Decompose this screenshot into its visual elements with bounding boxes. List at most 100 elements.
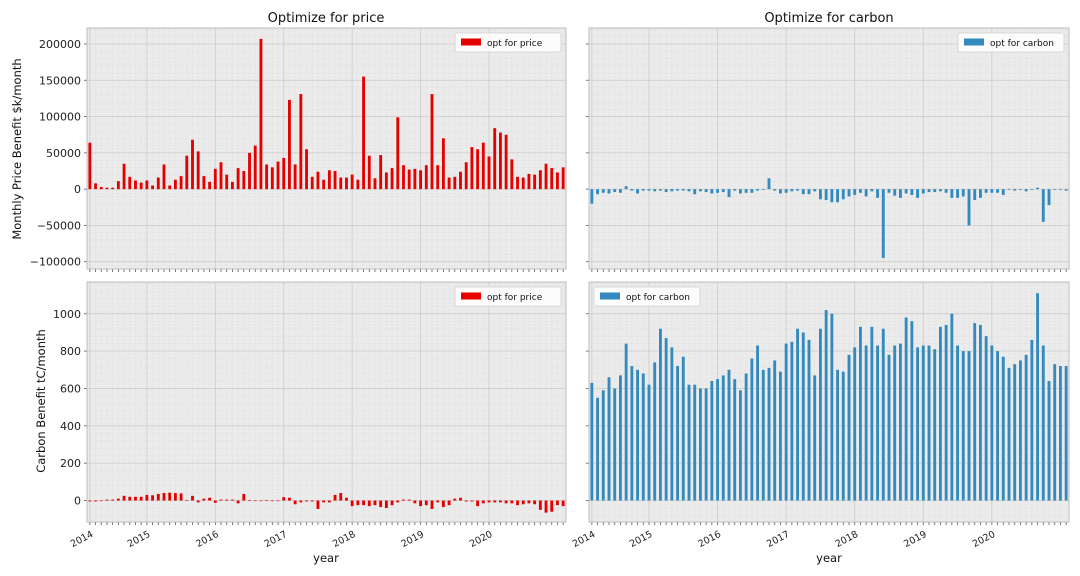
bar [390, 500, 394, 506]
bar [1047, 189, 1051, 206]
bar [779, 371, 782, 501]
bar [939, 189, 942, 192]
x-tick-label: 2017 [263, 529, 290, 550]
bar [687, 384, 691, 501]
bar [544, 163, 548, 190]
bar [704, 189, 708, 193]
bar [1030, 339, 1034, 501]
bar [761, 189, 765, 190]
bar [870, 326, 874, 501]
bar [373, 500, 377, 506]
bar [516, 176, 519, 190]
bar [693, 384, 697, 501]
bar [853, 189, 857, 195]
x-tick-label: 2018 [331, 529, 358, 550]
bar [436, 500, 440, 503]
bar [767, 178, 771, 190]
bar [350, 500, 354, 507]
bar [824, 310, 828, 501]
y-tick-label: 600 [60, 382, 81, 395]
bar [721, 189, 725, 193]
y-tick-label: −100000 [30, 256, 81, 269]
bar [664, 189, 668, 193]
axis-frame [86, 281, 567, 523]
bar [899, 189, 902, 198]
bar [784, 343, 788, 501]
bar [94, 183, 97, 190]
bar [230, 181, 234, 190]
plot-area [589, 282, 1069, 522]
bar [111, 187, 115, 190]
bar [1019, 360, 1022, 501]
bar [116, 181, 120, 190]
y-tick-label: 1000 [53, 308, 81, 321]
bar [293, 164, 297, 190]
y-tick-label: 150000 [39, 74, 81, 87]
bar [1041, 189, 1045, 222]
bar [196, 500, 200, 503]
bar [1064, 366, 1068, 501]
bar [996, 351, 999, 501]
bar [630, 189, 634, 191]
legend: opt for price [454, 32, 562, 53]
bar [990, 345, 994, 501]
bar [134, 180, 137, 190]
bar [750, 358, 754, 501]
bar [156, 493, 160, 501]
y-tick-label: 0 [74, 183, 81, 196]
bar [270, 500, 274, 502]
bar [367, 500, 371, 507]
bar [413, 168, 417, 190]
bar [196, 151, 200, 190]
bar [464, 500, 468, 502]
bar [904, 317, 908, 501]
bar [933, 189, 937, 193]
bar [521, 500, 525, 505]
panel-price-optimize-carbon: opt for carbon [586, 27, 1070, 272]
legend-swatch [964, 38, 984, 46]
bar [288, 99, 291, 190]
bar [950, 189, 954, 198]
bar [288, 497, 291, 501]
bar [944, 189, 948, 193]
bar [670, 347, 674, 501]
bar [310, 500, 314, 502]
bar [859, 189, 862, 193]
legend-swatch [461, 292, 481, 300]
bar [122, 163, 126, 190]
y-tick-label: 200000 [39, 38, 81, 51]
bar [619, 189, 622, 193]
bar [276, 161, 280, 190]
y-tick-label: 200 [60, 457, 81, 470]
bar [521, 177, 525, 190]
bar [773, 360, 777, 501]
bar [379, 155, 383, 190]
bar [498, 500, 502, 503]
bar [487, 156, 491, 190]
bar [739, 390, 742, 501]
y-tick-label: 400 [60, 420, 81, 433]
bar [510, 159, 514, 190]
bar [916, 189, 919, 198]
bar [653, 362, 657, 501]
bar [493, 500, 497, 503]
bar [859, 326, 862, 501]
bar [122, 495, 126, 501]
bar [676, 189, 679, 191]
bar [339, 493, 343, 501]
bar [327, 500, 331, 503]
bar [191, 495, 194, 501]
bar [168, 492, 172, 501]
bar [367, 155, 371, 190]
bar [699, 388, 702, 501]
bar [647, 189, 651, 191]
bar [881, 328, 885, 501]
bar [767, 367, 771, 501]
x-tick-label: 2019 [399, 529, 426, 550]
bar [950, 313, 954, 501]
legend: opt for carbon [593, 286, 701, 307]
bar [710, 189, 714, 194]
legend: opt for price [454, 286, 562, 307]
bar [1030, 189, 1034, 190]
bar [607, 377, 611, 501]
